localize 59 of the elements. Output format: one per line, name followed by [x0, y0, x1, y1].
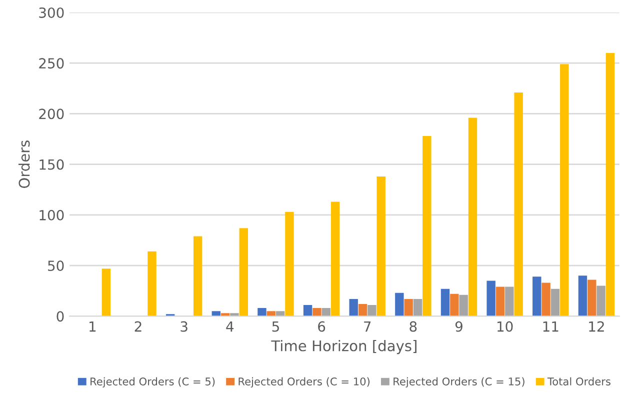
bar	[312, 308, 322, 316]
bar	[514, 92, 523, 316]
bar	[358, 304, 368, 316]
x-tick-label: 8	[410, 321, 417, 332]
bar	[486, 280, 496, 316]
bar	[606, 52, 615, 316]
legend-label: Rejected Orders (C = 5)	[90, 377, 215, 388]
bar	[578, 276, 588, 316]
x-axis-title: Time Horizon [days]	[271, 340, 416, 354]
bar	[258, 308, 266, 316]
x-tick-label: 9	[455, 321, 462, 332]
x-tick-label: 7	[364, 321, 371, 332]
bar	[285, 212, 294, 316]
bar	[496, 286, 505, 316]
y-tick-label: 100	[40, 210, 64, 220]
bar	[468, 118, 478, 316]
legend-label: Rejected Orders (C = 15)	[394, 377, 524, 388]
x-tick-label: 11	[543, 321, 558, 332]
y-tick-label: 250	[39, 58, 64, 69]
bar	[239, 228, 248, 316]
bar	[349, 298, 358, 316]
bar	[588, 280, 596, 316]
bar	[459, 294, 468, 316]
y-tick-label: 0	[56, 311, 64, 322]
bar	[542, 282, 550, 316]
bar	[532, 276, 542, 316]
bar	[505, 286, 514, 316]
x-tick-label: 6	[318, 321, 326, 332]
x-tick-label: 12	[589, 321, 604, 332]
y-tick-label: 300	[39, 7, 64, 18]
bar	[560, 64, 569, 316]
x-tick-label: 2	[134, 321, 142, 332]
legend-label: Rejected Orders (C = 10)	[238, 377, 370, 388]
bar	[395, 292, 404, 316]
x-tick-label: 1	[90, 321, 96, 332]
bar	[404, 298, 413, 316]
bar	[376, 176, 386, 316]
bar	[413, 298, 422, 316]
bar	[193, 236, 202, 316]
y-tick-label: 150	[40, 159, 64, 170]
y-tick-label: 50	[48, 260, 64, 272]
bar	[368, 305, 376, 316]
bar	[596, 286, 606, 316]
bar	[422, 136, 432, 316]
y-tick-label: 200	[39, 108, 64, 120]
x-tick-label: 10	[498, 321, 513, 332]
bar	[450, 294, 459, 316]
bar	[330, 202, 340, 316]
bar	[322, 308, 330, 316]
bar	[550, 288, 560, 316]
bar	[440, 288, 450, 316]
legend-label: Total Orders	[547, 377, 610, 386]
y-axis-title: Orders	[18, 140, 30, 188]
x-tick-label: 5	[272, 321, 279, 332]
x-tick-label: 3	[180, 321, 188, 332]
x-tick-label: 4	[226, 321, 234, 332]
bar	[102, 268, 111, 316]
bar	[303, 305, 312, 316]
bar	[148, 251, 156, 316]
